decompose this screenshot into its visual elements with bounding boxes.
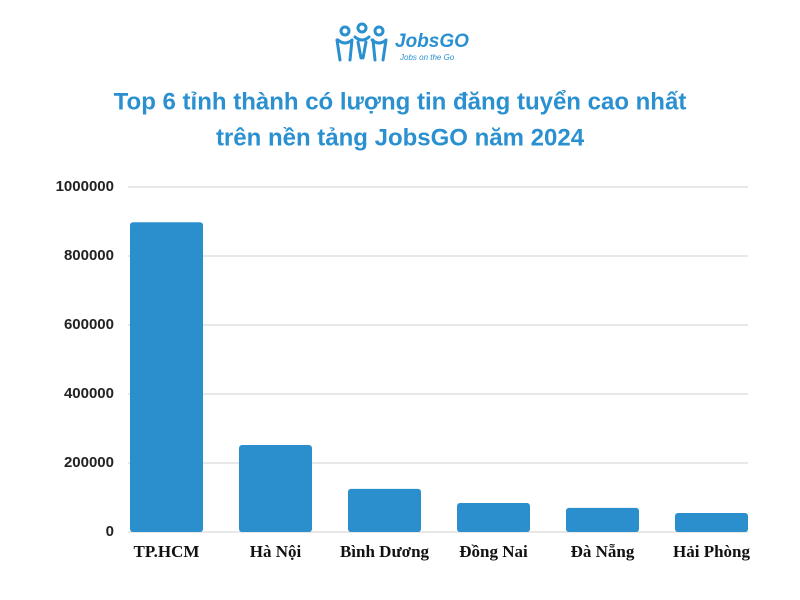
y-tick-label: 600000 xyxy=(64,316,114,333)
bar xyxy=(129,222,204,532)
bar xyxy=(456,503,531,532)
y-tick-label: 400000 xyxy=(64,385,114,402)
x-tick-label: Hà Nội xyxy=(250,542,302,561)
bar xyxy=(565,507,640,532)
bar xyxy=(674,513,749,532)
x-tick-label: Đà Nẵng xyxy=(571,542,635,561)
y-tick-label: 800000 xyxy=(64,247,114,264)
x-tick-label: Đồng Nai xyxy=(459,542,528,561)
y-tick-label: 200000 xyxy=(64,454,114,471)
logo-tagline: Jobs on the Go xyxy=(399,53,455,62)
x-tick-label: Hải Phòng xyxy=(673,542,750,561)
x-tick-label: TP.HCM xyxy=(134,542,200,561)
logo-name: JobsGO xyxy=(395,31,469,52)
chart-title: Top 6 tỉnh thành có lượng tin đăng tuyển… xyxy=(114,88,687,115)
bar xyxy=(347,488,422,532)
chart-title: trên nền tảng JobsGO năm 2024 xyxy=(216,124,585,151)
logo-icon xyxy=(335,22,388,62)
y-tick-label: 0 xyxy=(106,523,114,540)
bar xyxy=(238,445,313,532)
y-tick-label: 1000000 xyxy=(56,178,114,195)
x-tick-label: Bình Dương xyxy=(340,542,430,561)
